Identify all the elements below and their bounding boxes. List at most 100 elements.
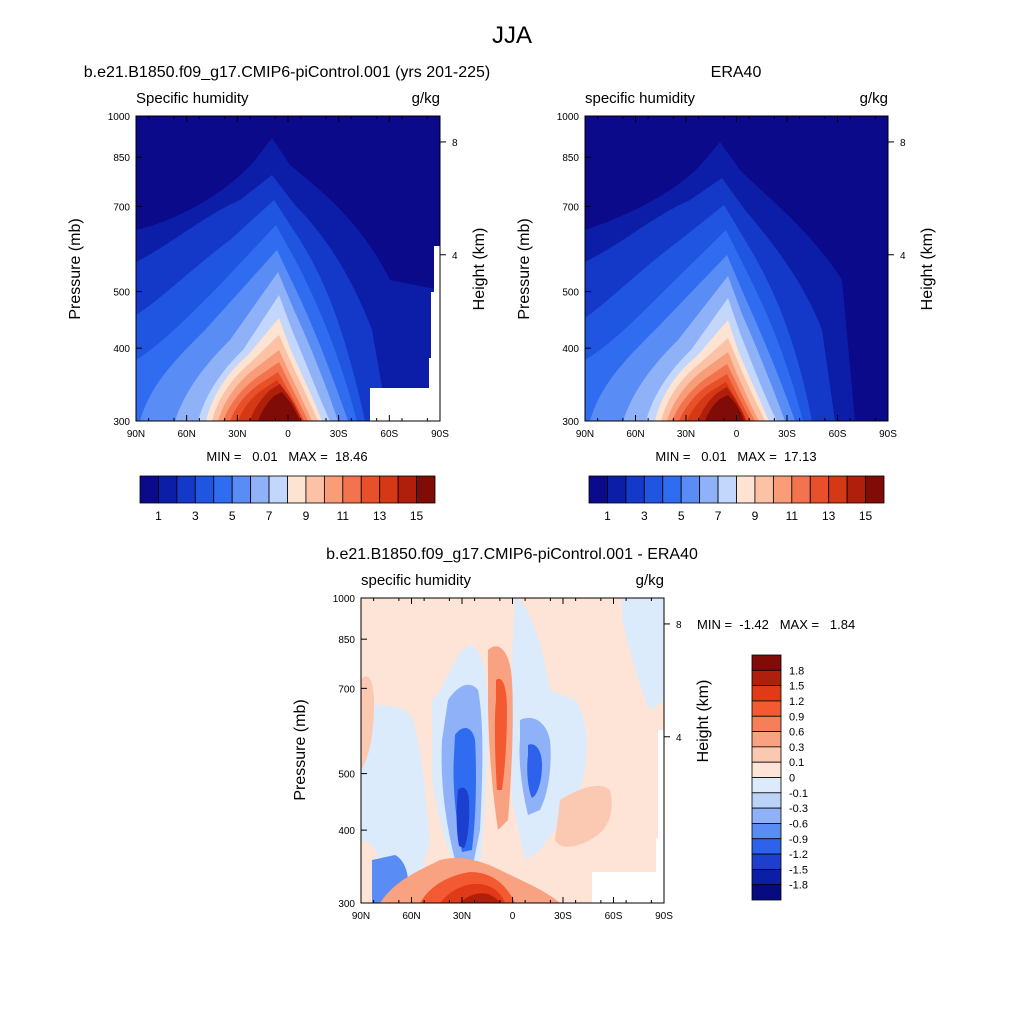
colorbar-label: 1.5	[789, 681, 804, 693]
colorbar-swatch	[751, 685, 782, 702]
y-tick-label: 500	[562, 288, 579, 299]
x-tick-label: 30S	[554, 911, 572, 922]
colorbar-swatch	[231, 475, 252, 504]
units-label: g/kg	[636, 572, 664, 589]
x-tick-label: 90S	[655, 911, 673, 922]
colorbar-swatch	[250, 475, 270, 504]
y-tick-label: 850	[338, 635, 355, 646]
contour-field	[361, 598, 664, 903]
y-tick-label: 700	[113, 202, 130, 213]
colorbar-label: -1.2	[789, 849, 808, 861]
colorbar-swatch	[268, 475, 288, 504]
x-tick-label: 60N	[402, 911, 420, 922]
colorbar-label: 0.1	[789, 757, 804, 769]
colorbar-label: -0.3	[789, 803, 808, 815]
colorbar-swatch	[736, 475, 756, 504]
page-title: JJA	[492, 22, 532, 49]
axes: 90N 60N 30N 0 30S 60S 90S 300 400 500 700 850 1000 8 4	[333, 594, 682, 922]
colorbar: 1 3 5 7 9 11 13 15	[588, 475, 885, 523]
colorbar-swatch	[699, 475, 719, 504]
colorbar-swatch	[176, 475, 196, 504]
colorbar-label: 3	[192, 509, 199, 523]
y-axis-label: Pressure (mb)	[67, 218, 84, 319]
colorbar-swatch	[751, 731, 782, 748]
stats-label: MIN = 0.01 MAX = 18.46	[206, 449, 367, 464]
axes: 90N 60N 30N 0 30S 60S 90S 300 400 500 700 850 1000 8 4	[108, 112, 458, 440]
colorbar-label: 0	[789, 773, 795, 785]
variable-label: Specific humidity	[136, 90, 249, 107]
colorbar-swatch	[751, 777, 782, 794]
colorbar-swatch	[809, 475, 830, 504]
axes: 90N 60N 30N 0 30S 60S 90S 300 400 500 700 850 1000 8 4	[557, 112, 906, 440]
stats-label: MIN = -1.42 MAX = 1.84	[697, 617, 855, 632]
x-tick-label: 0	[285, 429, 291, 440]
colorbar-swatch	[846, 475, 866, 504]
colorbar-swatch	[416, 475, 436, 504]
colorbar-label: 9	[303, 509, 310, 523]
x-tick-label: 30N	[677, 429, 695, 440]
y-tick-label: 850	[562, 153, 579, 164]
contour-field	[585, 116, 888, 421]
colorbar-swatch	[625, 475, 645, 504]
x-tick-label: 60S	[605, 911, 623, 922]
colorbar-label: -1.5	[789, 864, 808, 876]
x-tick-label: 30S	[330, 429, 348, 440]
colorbar-swatch	[751, 807, 782, 824]
colorbar-swatch	[791, 475, 811, 504]
x-tick-label: 0	[734, 429, 740, 440]
y-tick-label: 700	[562, 202, 579, 213]
y-tick-label: 300	[338, 899, 355, 910]
colorbar-label: 13	[822, 509, 836, 523]
y2-axis-label: Height (km)	[919, 228, 936, 311]
y2-tick-label: 4	[900, 251, 906, 262]
colorbar-swatch	[607, 475, 627, 504]
colorbar-label: 1	[604, 509, 611, 523]
panel-model: b.e21.B1850.f09_g17.CMIP6-piControl.001 …	[67, 64, 490, 523]
y-tick-label: 1000	[557, 112, 580, 123]
units-label: g/kg	[860, 90, 888, 107]
variable-label: specific humidity	[361, 572, 472, 589]
x-tick-label: 30N	[228, 429, 246, 440]
colorbar: 1 3 5 7 9 11 13 15	[139, 475, 436, 523]
x-tick-label: 60N	[626, 429, 644, 440]
colorbar-swatch	[751, 853, 782, 870]
colorbar-label: 1.2	[789, 696, 804, 708]
y2-tick-label: 8	[676, 620, 682, 631]
variable-label: specific humidity	[585, 90, 696, 107]
y-tick-label: 500	[113, 288, 130, 299]
x-tick-label: 90S	[879, 429, 897, 440]
x-tick-label: 90N	[127, 429, 145, 440]
y-tick-label: 1000	[333, 594, 356, 605]
y-tick-label: 400	[338, 826, 355, 837]
y-tick-label: 700	[338, 684, 355, 695]
colorbar-label: 5	[229, 509, 236, 523]
x-tick-label: 60S	[829, 429, 847, 440]
x-tick-label: 90N	[576, 429, 594, 440]
colorbar-swatch	[323, 475, 344, 504]
colorbar-label: -1.8	[789, 880, 808, 892]
y2-axis-label: Height (km)	[471, 228, 488, 311]
y-tick-label: 500	[338, 770, 355, 781]
colorbar-swatch	[397, 475, 417, 504]
y2-tick-label: 8	[452, 138, 458, 149]
x-tick-label: 30S	[778, 429, 796, 440]
x-tick-label: 60S	[380, 429, 398, 440]
chart-title: ERA40	[711, 64, 762, 81]
colorbar-swatch	[717, 475, 737, 504]
y2-tick-label: 4	[452, 251, 458, 262]
colorbar-label: 15	[859, 509, 873, 523]
colorbar-label: 7	[266, 509, 273, 523]
y2-tick-label: 4	[676, 733, 682, 744]
chart-title: b.e21.B1850.f09_g17.CMIP6-piControl.001 …	[326, 546, 698, 563]
y-tick-label: 1000	[108, 112, 131, 123]
colorbar-swatch	[287, 475, 307, 504]
colorbar-swatch	[751, 715, 782, 732]
y2-tick-label: 8	[900, 138, 906, 149]
colorbar-swatch	[828, 475, 848, 504]
colorbar-swatch	[213, 475, 233, 504]
chart-title: b.e21.B1850.f09_g17.CMIP6-piControl.001 …	[84, 64, 490, 81]
colorbar-swatch	[751, 654, 782, 671]
colorbar-swatch	[680, 475, 701, 504]
colorbar-swatch	[379, 475, 399, 504]
